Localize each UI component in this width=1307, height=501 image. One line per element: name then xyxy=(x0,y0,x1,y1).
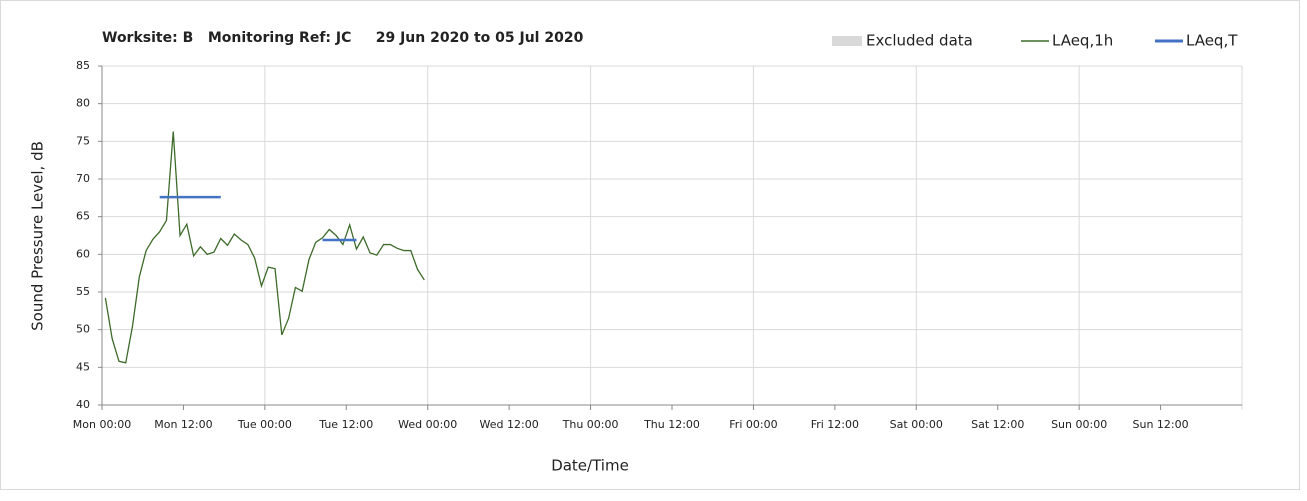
x-tick-label: Sat 12:00 xyxy=(971,418,1024,431)
y-tick-label: 45 xyxy=(76,360,90,373)
y-tick-label: 40 xyxy=(76,398,90,411)
legend-label: Excluded data xyxy=(866,32,973,50)
legend-label: LAeq,T xyxy=(1186,32,1238,50)
chart-title: Worksite: B Monitoring Ref: JC 29 Jun 20… xyxy=(102,30,584,46)
x-tick-label: Fri 12:00 xyxy=(811,418,859,431)
y-tick-label: 80 xyxy=(76,97,90,110)
x-axis-title: Date/Time xyxy=(551,457,629,475)
legend-label: LAeq,1h xyxy=(1052,32,1113,50)
x-tick-label: Thu 00:00 xyxy=(562,418,619,431)
x-tick-label: Sat 00:00 xyxy=(890,418,943,431)
y-tick-label: 65 xyxy=(76,210,90,223)
x-tick-label: Fri 00:00 xyxy=(729,418,777,431)
x-tick-label: Sun 12:00 xyxy=(1133,418,1189,431)
series-line xyxy=(159,195,357,242)
series-line xyxy=(104,131,425,364)
chart-frame xyxy=(0,0,1300,490)
x-tick-label: Thu 12:00 xyxy=(643,418,700,431)
y-tick-label: 70 xyxy=(76,172,90,185)
x-tick-label: Tue 12:00 xyxy=(318,418,373,431)
x-tick-label: Mon 00:00 xyxy=(73,418,131,431)
y-axis-title: Sound Pressure Level, dB xyxy=(29,141,47,331)
x-tick-label: Wed 12:00 xyxy=(480,418,539,431)
y-tick-label: 50 xyxy=(76,323,90,336)
x-tick-label: Mon 12:00 xyxy=(154,418,212,431)
x-tick-label: Wed 00:00 xyxy=(398,418,457,431)
y-tick-label: 85 xyxy=(76,59,90,72)
legend-swatch xyxy=(832,36,862,46)
y-tick-label: 75 xyxy=(76,134,90,147)
y-tick-label: 60 xyxy=(76,247,90,260)
x-tick-label: Tue 00:00 xyxy=(237,418,292,431)
x-tick-label: Sun 00:00 xyxy=(1051,418,1107,431)
y-tick-label: 55 xyxy=(76,285,90,298)
